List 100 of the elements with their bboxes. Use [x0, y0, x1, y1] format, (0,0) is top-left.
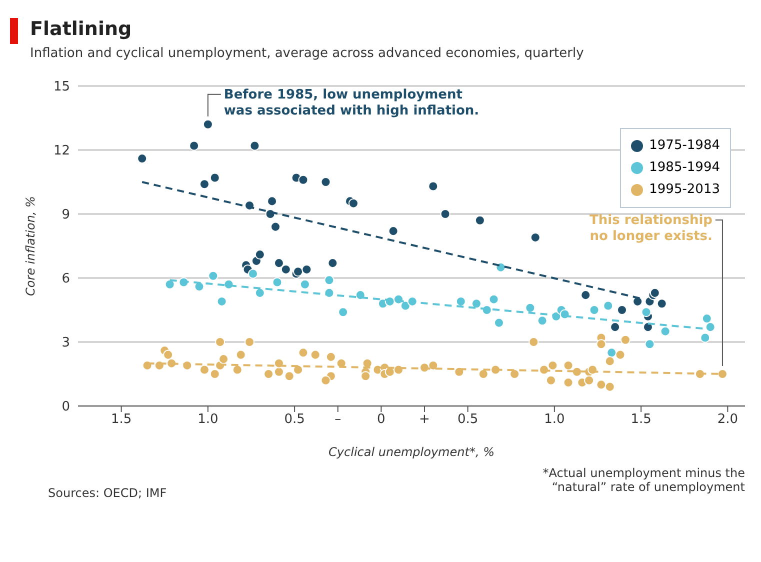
point [525, 302, 536, 313]
chart-title: Flatlining [30, 18, 132, 40]
point [456, 296, 466, 306]
x-tick-label: 1.0 [198, 412, 218, 428]
y-tick-label: 12 [53, 144, 70, 159]
point [264, 368, 274, 380]
point [528, 336, 539, 348]
point [471, 298, 482, 309]
point [702, 314, 712, 324]
point [267, 196, 278, 206]
point [232, 364, 242, 375]
point [164, 279, 175, 290]
point [604, 382, 615, 392]
point [589, 304, 600, 316]
point [348, 198, 358, 208]
point [328, 258, 338, 268]
point [244, 336, 255, 348]
point [360, 371, 371, 382]
x-tick-label: 0.5 [457, 412, 478, 428]
point [641, 307, 652, 318]
legend-label: 1995-2013 [649, 181, 720, 199]
point [202, 119, 213, 130]
point [300, 279, 310, 290]
point [563, 378, 574, 388]
y-tick-label: 0 [62, 400, 70, 415]
x-tick-label: – [334, 412, 342, 428]
point [705, 322, 716, 332]
point [580, 290, 591, 300]
point [644, 339, 655, 350]
point [604, 356, 615, 366]
point [326, 352, 336, 362]
point [440, 208, 450, 220]
point [310, 350, 320, 360]
point [478, 368, 488, 380]
point [210, 172, 220, 183]
point [338, 307, 348, 318]
legend-label: 1975-1984 [649, 137, 720, 155]
point [284, 371, 294, 382]
annotation: Before 1985, low unemployment was associated with high inflation. [224, 87, 480, 118]
point [208, 270, 218, 281]
y-tick-label: 15 [53, 80, 70, 95]
annotation: This relationship no longer exists. [590, 213, 712, 244]
point [616, 304, 628, 316]
y-tick-label: 6 [62, 272, 70, 287]
point [270, 222, 281, 232]
point [215, 336, 226, 348]
point [320, 176, 331, 188]
point [137, 154, 148, 164]
point [656, 298, 667, 309]
point [563, 360, 574, 370]
point [274, 366, 284, 377]
point [254, 250, 265, 260]
text: *Actual unemployment minus the “natural” rate of unemployment [542, 466, 745, 494]
x-tick-label: 2.0 [717, 412, 738, 428]
point [298, 348, 308, 358]
point [189, 140, 200, 151]
point [298, 174, 308, 185]
point [530, 232, 540, 242]
point [606, 348, 617, 358]
point [620, 334, 630, 345]
x-tick-label: 0 [377, 412, 386, 428]
x-tick-label: 1.0 [544, 412, 565, 428]
x-axis-title: Cyclical unemployment*, % [328, 445, 494, 459]
chart-subtitle: Inflation and cyclical unemployment, average across advanced economies, quarterly [30, 46, 584, 61]
point [584, 375, 594, 386]
y-tick-label: 3 [62, 336, 70, 351]
point [355, 290, 366, 300]
point [250, 140, 260, 151]
point [603, 300, 614, 311]
y-tick-label: 9 [62, 208, 70, 223]
point [548, 360, 558, 370]
point [388, 226, 398, 236]
point [199, 179, 210, 190]
point [272, 277, 282, 288]
legend-label: 1985-1994 [649, 159, 720, 177]
point [218, 354, 229, 364]
point [254, 288, 265, 298]
point [302, 264, 312, 274]
point [546, 375, 556, 386]
point [700, 332, 710, 343]
point [163, 350, 174, 360]
point [320, 375, 331, 386]
x-tick-label: 1.5 [630, 412, 652, 428]
point [248, 268, 258, 279]
point [280, 264, 291, 274]
point [428, 181, 438, 192]
point [610, 322, 620, 332]
point [199, 364, 210, 375]
x-tick-label: 1.5 [110, 412, 132, 428]
x-tick-label: + [419, 412, 430, 428]
point [274, 258, 284, 268]
point [236, 350, 246, 360]
point [216, 296, 227, 306]
point [210, 368, 220, 380]
point [537, 316, 548, 326]
point [717, 368, 728, 380]
point [474, 215, 485, 226]
point [494, 318, 504, 328]
point [510, 368, 520, 380]
point [596, 380, 606, 390]
